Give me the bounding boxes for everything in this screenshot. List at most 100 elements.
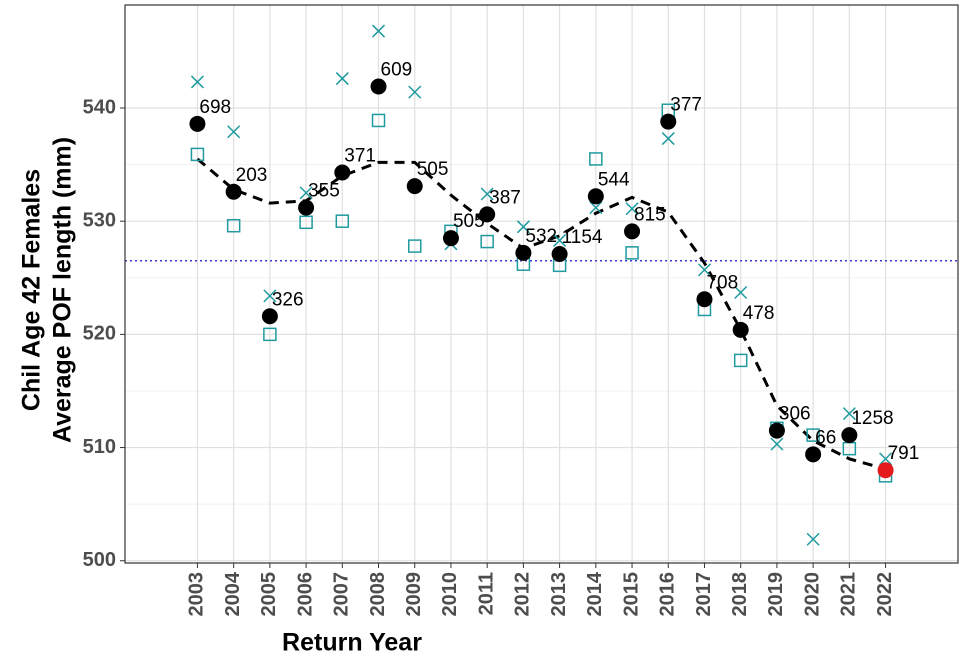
point-label: 708 [706,272,738,293]
cross-point [879,452,893,466]
square-point [589,152,603,166]
cross-point [263,289,277,303]
mean-point [696,291,713,308]
x-tick-label: 2012 [512,572,534,617]
square-point [226,218,241,233]
square-point [335,214,350,228]
square-point [371,113,386,128]
x-tick-label: 2016 [657,572,679,617]
point-label: 505 [417,159,449,180]
square-point [299,215,313,230]
mean-point [225,183,242,200]
point-label: 377 [670,95,702,116]
point-label: 505 [453,211,485,232]
x-tick-label: 2021 [838,572,860,617]
mean-point [877,462,894,479]
point-label: 544 [598,169,630,190]
mean-point [732,321,749,338]
point-label: 478 [743,303,775,324]
x-tick-label: 2004 [222,571,244,616]
mean-point [624,223,641,240]
cross-point [190,75,204,89]
cross-point [335,72,349,86]
x-tick-label: 2005 [258,572,280,617]
y-tick-label: 500 [83,549,116,571]
mean-point [261,308,278,325]
cross-point [842,407,856,421]
x-tick-label: 2022 [874,572,896,617]
mean-point [334,164,351,181]
x-tick-label: 2018 [729,572,751,617]
point-label: 203 [236,165,268,186]
y-tick-label: 510 [83,436,116,458]
x-tick-label: 2008 [367,572,389,617]
mean-point [515,244,532,261]
square-point [480,234,494,249]
y-tick-label: 520 [83,323,116,345]
panel-border [124,4,959,564]
point-label: 371 [344,146,376,167]
cross-point [553,233,567,247]
cross-point [734,285,748,300]
square-point [625,246,639,260]
cross-point [408,85,422,99]
cross-point [227,125,241,139]
cross-point [299,186,313,200]
point-label: 1154 [562,227,603,248]
square-point [733,353,748,368]
x-axis-title: Return Year [282,629,422,657]
x-tick-label: 2015 [620,572,642,617]
cross-point [661,132,675,146]
y-tick-label: 540 [83,96,116,118]
mean-point [406,178,423,195]
mean-point [479,206,496,223]
mean-point [660,113,677,130]
x-tick-label: 2010 [439,572,461,617]
mean-point [551,246,568,263]
mean-point [587,188,604,205]
y-tick-label: 530 [83,209,116,231]
x-tick-label: 2009 [403,572,425,617]
cross-point [806,532,820,546]
mean-point [768,422,785,439]
mean-point [370,78,387,95]
x-tick-label: 2003 [186,572,208,617]
mean-point [805,446,822,463]
point-label: 609 [381,60,413,81]
point-label: 532 [525,226,557,247]
square-point [407,239,422,253]
point-label: 306 [779,404,811,425]
x-tick-label: 2020 [801,572,823,617]
mean-point [841,427,858,444]
cross-point [625,202,639,216]
mean-point [189,115,206,132]
x-tick-label: 2006 [294,572,316,617]
square-point [190,147,205,162]
mean-point [442,230,459,247]
cross-point [516,220,530,234]
point-label: 355 [308,181,340,202]
x-tick-label: 2014 [584,571,606,616]
square-point [806,428,820,442]
x-tick-label: 2007 [331,572,353,617]
cross-point [371,24,386,38]
x-tick-label: 2017 [693,572,715,617]
x-tick-label: 2019 [765,572,787,617]
x-tick-label: 2011 [475,572,497,615]
point-label: 791 [888,443,920,464]
cross-point [589,201,603,215]
point-label: 326 [272,289,304,310]
point-label: 66 [815,427,836,448]
mean-point [298,199,315,216]
cross-point [697,263,712,277]
point-label: 815 [634,204,666,225]
y-axis-title: Average POF length (mm) [49,137,77,443]
point-label: 698 [199,97,231,118]
cross-point [480,187,494,201]
x-tick-label: 2013 [548,572,570,617]
point-label: 387 [489,187,521,208]
square-point [263,327,277,342]
y-axis-title: Chil Age 42 Females [18,169,46,411]
point-label: 1258 [851,408,893,429]
